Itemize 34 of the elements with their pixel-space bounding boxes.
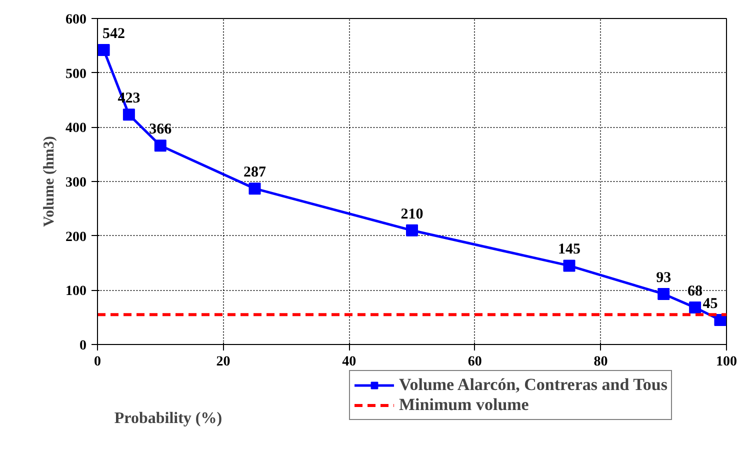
point	[248, 182, 261, 195]
y-tick-label: 200	[66, 230, 86, 245]
legend-label: Volume Alarcón, Contreras and Tous	[399, 375, 668, 395]
point	[689, 302, 702, 314]
point	[154, 140, 166, 152]
x-tick-label: 20	[216, 354, 230, 370]
data-label: 45	[702, 296, 718, 312]
data-label: 210	[400, 206, 424, 222]
y-tick-label: 300	[66, 176, 86, 190]
point	[658, 288, 670, 300]
data-label: 366	[149, 122, 172, 138]
data-label: 68	[688, 284, 703, 300]
x-tick-label: 100	[716, 354, 737, 370]
y-tick-label: 100	[66, 284, 86, 300]
data-label: 93	[656, 270, 672, 286]
legend-label: Minimum volume	[399, 395, 529, 415]
data-label: 287	[244, 164, 266, 181]
x-tick-label: 80	[594, 354, 608, 370]
x-tick-label: 60	[468, 354, 482, 370]
y-tick-label: 600	[66, 12, 86, 28]
point	[563, 260, 576, 272]
data-label: 145	[558, 242, 580, 258]
y-axis-title: Volume (hm3)	[42, 136, 58, 227]
point	[406, 224, 418, 236]
point	[714, 314, 726, 326]
x-tick-label: 40	[342, 354, 356, 370]
x-axis-title: Probability (%)	[114, 410, 222, 427]
y-tick-label: 400	[66, 121, 86, 136]
data-label: 542	[102, 26, 126, 42]
y-tick-label: 0	[80, 338, 86, 354]
x-tick-label: 0	[94, 354, 101, 370]
y-tick-label: 500	[66, 66, 86, 82]
point	[98, 44, 110, 56]
point	[122, 108, 135, 121]
